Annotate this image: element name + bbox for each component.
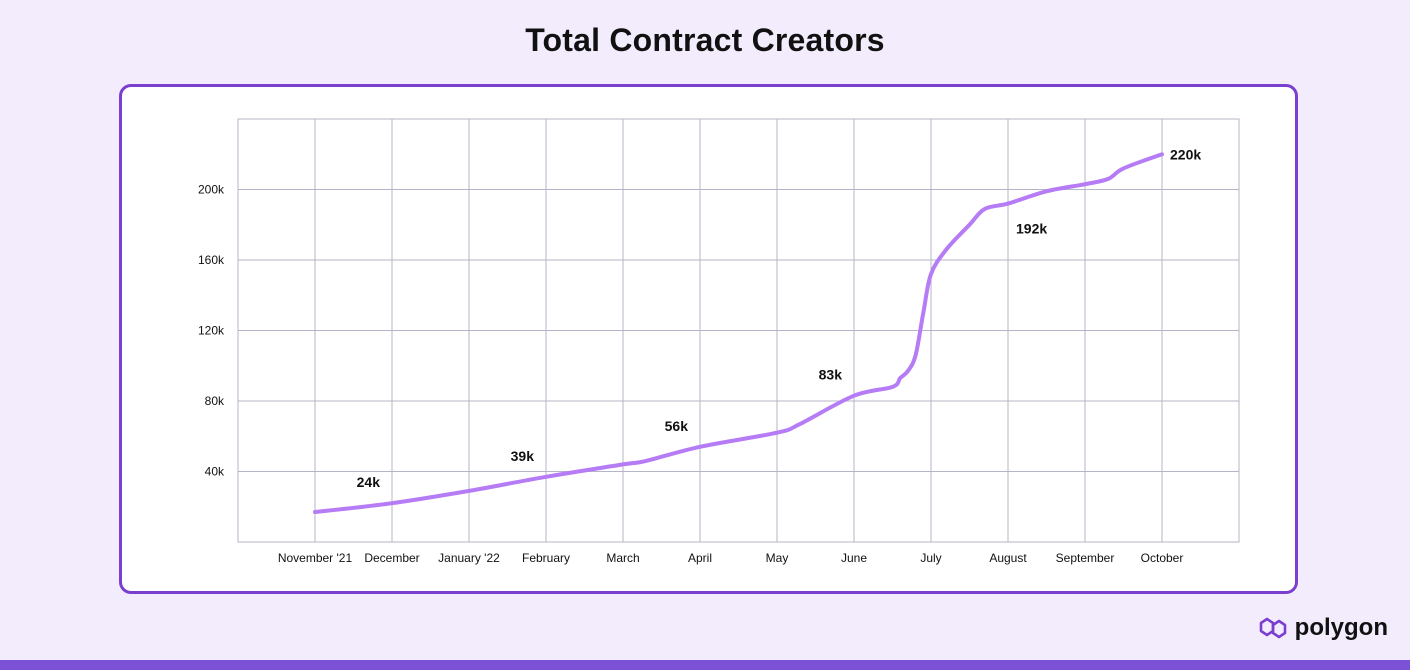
y-tick-label: 120k bbox=[198, 324, 225, 338]
y-tick-label: 160k bbox=[198, 253, 225, 267]
bottom-bar bbox=[0, 660, 1410, 670]
series-line bbox=[313, 152, 1164, 514]
data-label: 220k bbox=[1170, 146, 1201, 162]
brand-logo: polygon bbox=[1257, 614, 1388, 642]
polygon-logo-icon bbox=[1259, 617, 1286, 639]
x-tick-label: April bbox=[688, 551, 712, 565]
x-tick-label: February bbox=[522, 551, 570, 565]
y-tick-label: 200k bbox=[198, 183, 225, 197]
data-label: 39k bbox=[511, 448, 535, 464]
data-label: 192k bbox=[1016, 221, 1047, 237]
chart-card: 40k 80k 120k 160k 200k November '21 December Ja… bbox=[119, 84, 1298, 594]
x-tick-label: July bbox=[920, 551, 941, 565]
line-chart: 40k 80k 120k 160k 200k November '21 December Ja… bbox=[198, 118, 1240, 565]
y-tick-label: 40k bbox=[205, 465, 225, 479]
brand-name: polygon bbox=[1294, 614, 1388, 641]
x-tick-label: December bbox=[364, 551, 419, 565]
x-tick-label: August bbox=[989, 551, 1027, 565]
data-label: 56k bbox=[665, 418, 689, 434]
data-label: 24k bbox=[357, 474, 381, 490]
x-tick-label: May bbox=[766, 551, 789, 565]
chart-title: Total Contract Creators bbox=[525, 22, 885, 58]
x-tick-label: January '22 bbox=[438, 551, 500, 565]
x-tick-label: June bbox=[841, 551, 867, 565]
data-label: 83k bbox=[819, 367, 843, 383]
y-tick-label: 80k bbox=[205, 394, 225, 408]
x-tick-label: September bbox=[1056, 551, 1115, 565]
x-tick-label: March bbox=[606, 551, 639, 565]
x-tick-label: October bbox=[1141, 551, 1184, 565]
x-tick-label: November '21 bbox=[278, 551, 353, 565]
